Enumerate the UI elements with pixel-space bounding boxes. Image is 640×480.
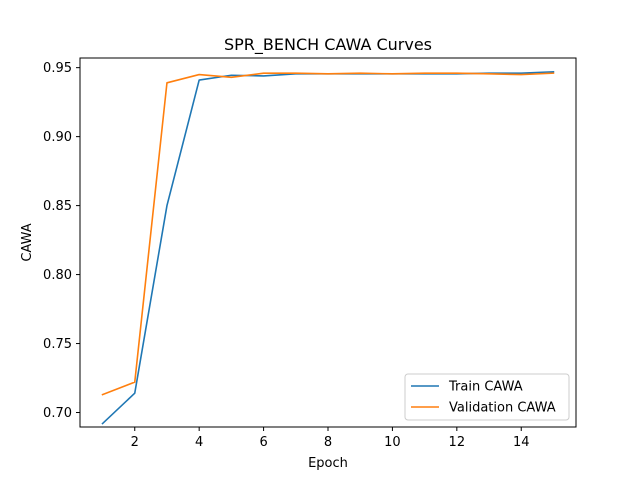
series-line-validation-cawa (101, 72, 555, 396)
x-tick-label: 2 (131, 435, 139, 450)
y-tick-label: 0.85 (43, 199, 72, 214)
y-tick-label: 0.90 (43, 130, 72, 145)
y-tick-label: 0.95 (43, 61, 72, 76)
y-tick-label: 0.70 (43, 406, 72, 421)
legend-label: Train CAWA (448, 380, 523, 395)
y-tick-label: 0.80 (43, 268, 72, 283)
plot-frame (79, 57, 577, 428)
y-axis-label: CAWA (20, 223, 35, 261)
legend-label: Validation CAWA (449, 401, 556, 416)
x-axis: 2 4 6 8 10 12 14 (131, 427, 530, 450)
x-tick-label: 6 (259, 435, 267, 450)
y-axis: 0.70 0.75 0.80 0.85 0.90 0.95 (43, 61, 80, 421)
legend: Train CAWA Validation CAWA (404, 373, 570, 421)
x-tick-label: 10 (384, 435, 401, 450)
x-tick-label: 4 (195, 435, 203, 450)
x-tick-label: 8 (324, 435, 332, 450)
chart-title: SPR_BENCH CAWA Curves (224, 35, 432, 55)
x-axis-label: Epoch (308, 456, 348, 471)
x-tick-label: 14 (513, 435, 530, 450)
x-tick-label: 12 (449, 435, 466, 450)
y-tick-label: 0.75 (43, 337, 72, 352)
legend-box (404, 373, 570, 421)
series-layer (101, 70, 555, 425)
